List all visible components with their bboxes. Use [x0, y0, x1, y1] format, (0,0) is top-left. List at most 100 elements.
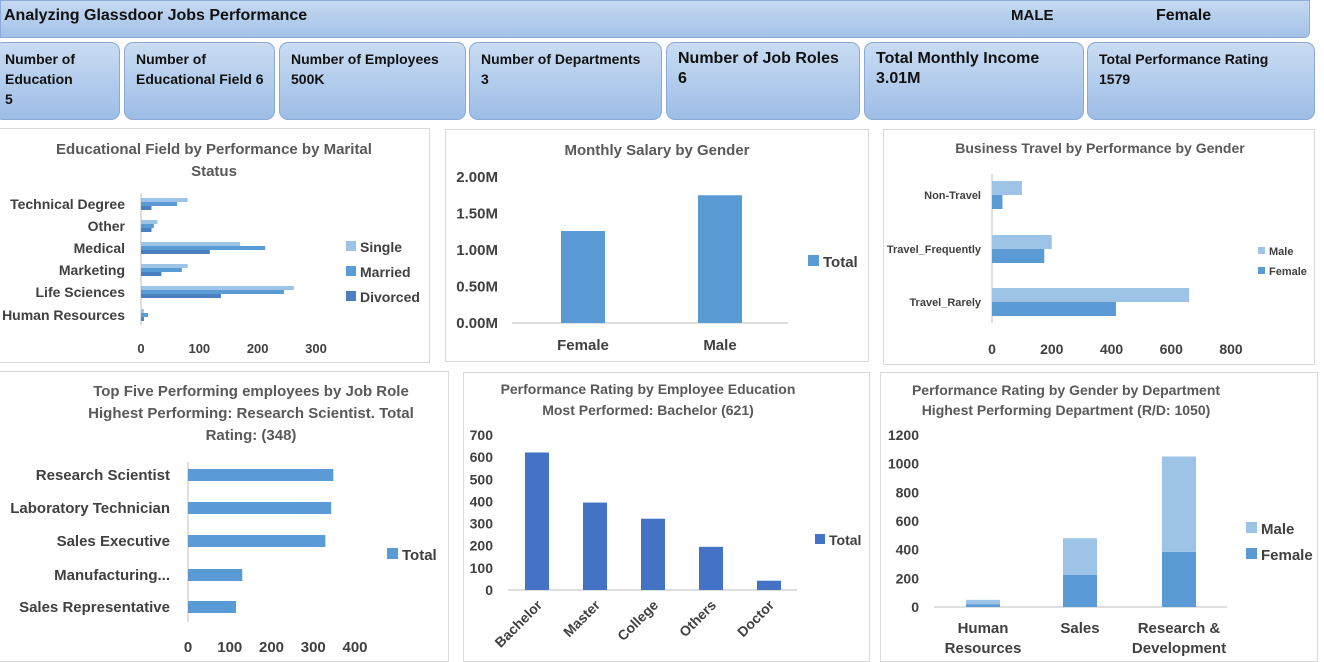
category-label: Sales Representative [19, 599, 170, 616]
x-tick-label: Others [676, 597, 719, 640]
chart-panel-education: Performance Rating by Employee Education… [463, 372, 870, 662]
legend-swatch [346, 241, 356, 251]
y-tick-label: 100 [470, 560, 494, 576]
x-tick-label: Sales [1060, 620, 1099, 637]
x-tick-label: Bachelor [491, 596, 545, 650]
chart-title: Business Travel by Performance by Gender [955, 140, 1245, 156]
kpi-label: Total Monthly Income [876, 50, 1040, 67]
business-travel-chart: Business Travel by Performance by Gender… [887, 140, 1307, 357]
department-chart: Performance Rating by Gender by Departme… [888, 382, 1313, 657]
chart-title: Performance Rating by Gender by Departme… [912, 382, 1220, 398]
bar-married [141, 246, 266, 250]
bar-female [1162, 551, 1196, 607]
category-label: Non-Travel [924, 190, 981, 202]
bar-single [141, 309, 144, 313]
kpi-card-job-roles: Number of Job Roles 6 [666, 42, 860, 120]
legend-swatch [1258, 247, 1265, 254]
y-tick-label: 300 [470, 516, 494, 532]
legend-label: Male [1261, 521, 1294, 538]
bar-total [757, 580, 781, 590]
y-tick-label: 1200 [888, 427, 919, 443]
x-tick-label: 200 [259, 639, 284, 656]
bar-single [141, 242, 241, 246]
bar-married [141, 224, 154, 228]
x-tick-label: College [614, 597, 661, 644]
female-slicer-label[interactable]: Female [1156, 7, 1212, 24]
kpi-label: Number of Education [5, 51, 75, 87]
y-tick-label: 600 [896, 513, 920, 529]
bar-male [992, 181, 1022, 195]
bar-total [525, 452, 549, 590]
bar-total [561, 231, 605, 323]
bar-male [992, 235, 1052, 249]
bar-total [699, 546, 723, 590]
bar-female [992, 249, 1045, 263]
bar-total [583, 502, 607, 590]
y-tick-label: 2.00M [456, 169, 498, 186]
x-tick-label: 0 [137, 341, 144, 356]
x-tick-label: 200 [1040, 341, 1064, 357]
bar-divorced [141, 317, 144, 321]
bar-single [141, 220, 158, 224]
bar-total [188, 469, 334, 481]
legend-swatch [387, 548, 398, 559]
dashboard-header: Analyzing Glassdoor Jobs Performance MAL… [0, 0, 1310, 38]
category-label: Travel_Frequently [887, 244, 982, 256]
kpi-card-education: Number of Education 5 [0, 42, 120, 120]
category-label: Manufacturing... [54, 567, 170, 584]
bar-single [141, 264, 188, 268]
x-tick-label: Human [958, 620, 1009, 637]
chart-panel-educational-field: Educational Field by Performance by Mari… [0, 128, 430, 363]
y-tick-label: 200 [896, 570, 920, 586]
legend-swatch [1246, 522, 1257, 533]
bar-male [1063, 538, 1097, 575]
y-tick-label: 0.50M [456, 279, 498, 296]
kpi-card-employees: Number of Employees 500K [279, 42, 466, 120]
kpi-card-performance-rating: Total Performance Rating 1579 [1087, 42, 1315, 120]
legend-label: Female [1269, 266, 1307, 278]
y-tick-label: 1.50M [456, 206, 498, 223]
chart-title: Monthly Salary by Gender [564, 142, 749, 159]
y-tick-label: 1.00M [456, 242, 498, 259]
x-tick-label: Resources [945, 640, 1022, 657]
bar-divorced [141, 206, 152, 210]
chart-title: Highest Performing: Research Scientist. … [88, 405, 414, 422]
bar-single [141, 286, 294, 290]
kpi-value: 500K [291, 71, 325, 87]
x-tick-label: Male [703, 337, 736, 354]
y-tick-label: 400 [896, 542, 920, 558]
bar-male [966, 599, 1000, 605]
education-chart: Performance Rating by Employee Education… [470, 381, 862, 650]
kpi-value: 5 [5, 91, 13, 107]
legend-swatch [346, 266, 356, 276]
x-tick-label: 600 [1160, 341, 1184, 357]
male-slicer-label[interactable]: MALE [1011, 7, 1054, 24]
legend-label: Male [1269, 246, 1293, 258]
bar-male [1162, 456, 1196, 552]
category-label: Laboratory Technician [10, 500, 170, 517]
legend-swatch [1246, 548, 1257, 559]
bar-married [141, 290, 284, 294]
legend-label: Divorced [360, 289, 420, 305]
kpi-label: Number of Departments [481, 51, 641, 67]
legend-label: Female [1261, 547, 1313, 564]
legend-swatch [346, 291, 356, 301]
legend-label: Married [360, 264, 411, 280]
chart-title: Status [191, 163, 237, 180]
x-tick-label: 0 [988, 341, 996, 357]
x-tick-label: 400 [1100, 341, 1124, 357]
y-tick-label: 0 [485, 582, 493, 598]
bar-married [141, 268, 182, 272]
chart-title: Performance Rating by Employee Education [501, 381, 796, 397]
chart-title: Highest Performing Department (R/D: 1050… [922, 402, 1211, 418]
kpi-label: Number of Job Roles [678, 50, 839, 67]
x-tick-label: 100 [188, 341, 210, 356]
y-tick-label: 0 [911, 599, 919, 615]
chart-title: Educational Field by Performance by Mari… [56, 141, 372, 158]
bar-total [188, 569, 243, 581]
bar-divorced [141, 228, 152, 232]
bar-married [141, 202, 178, 206]
y-tick-label: 200 [470, 538, 494, 554]
legend-label: Total [823, 254, 858, 271]
category-label: Technical Degree [10, 196, 125, 212]
